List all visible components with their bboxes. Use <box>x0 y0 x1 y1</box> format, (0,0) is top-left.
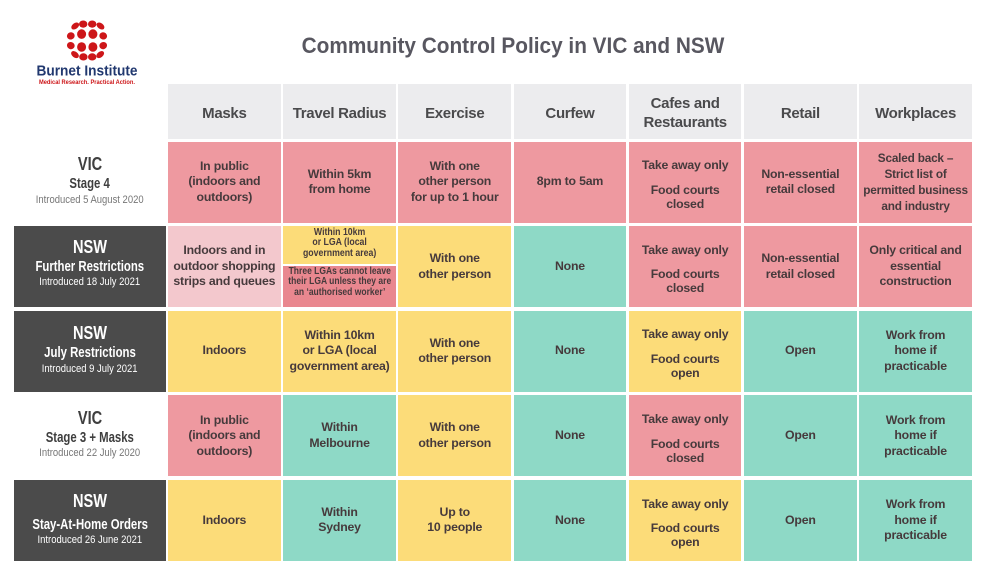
svg-text:Medical Research. Practical Ac: Medical Research. Practical Action. <box>39 79 135 86</box>
svg-text:Burnet Institute: Burnet Institute <box>37 62 138 79</box>
